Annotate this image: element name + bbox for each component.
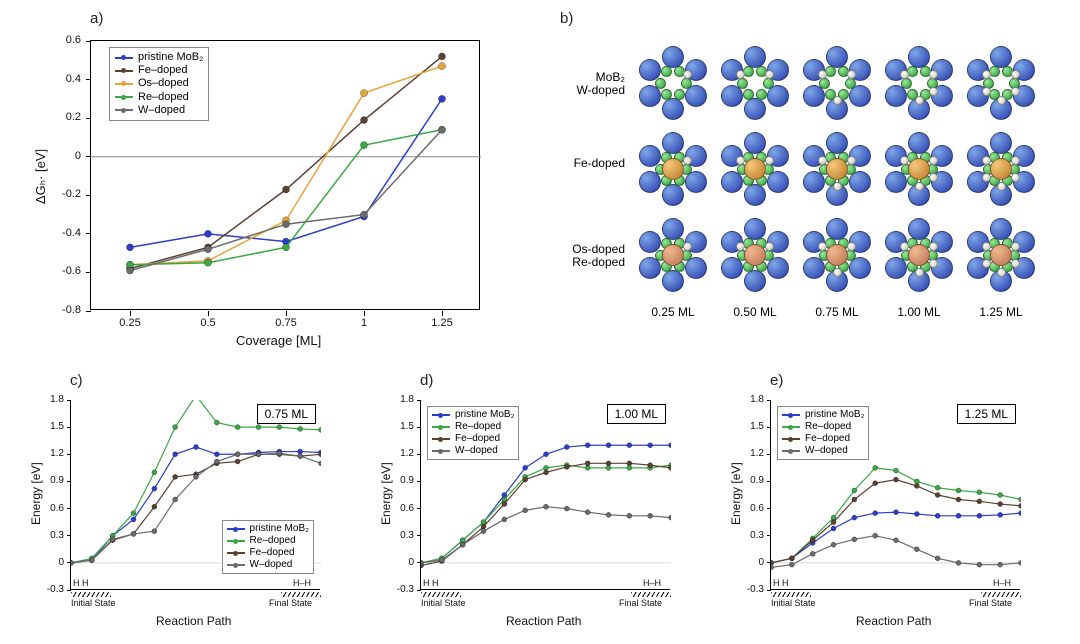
- panel-e-plot: -0.300.30.60.91.21.51.8Reaction PathEner…: [770, 400, 1020, 590]
- struct-cell: [963, 217, 1039, 293]
- struct-cell: [635, 131, 711, 207]
- panel-a-label: a): [90, 10, 103, 27]
- struct-cell: [881, 217, 957, 293]
- struct-cell: [635, 45, 711, 121]
- coverage-badge: 0.75 ML: [257, 404, 316, 424]
- struct-cell: [881, 45, 957, 121]
- coverage-badge: 1.25 ML: [957, 404, 1016, 424]
- struct-cell: [717, 217, 793, 293]
- coverage-badge: 1.00 ML: [607, 404, 666, 424]
- panel-d-label: d): [420, 372, 433, 389]
- struct-cell: [799, 217, 875, 293]
- struct-cell: [881, 131, 957, 207]
- struct-cell: [799, 45, 875, 121]
- figure-container: a) 0.250.50.7511.25-0.8-0.6-0.4-0.200.20…: [0, 0, 1080, 644]
- panel-a-plot: 0.250.50.7511.25-0.8-0.6-0.4-0.200.20.40…: [90, 40, 480, 310]
- struct-cell: [635, 217, 711, 293]
- panel-c-plot: -0.300.30.60.91.21.51.8Reaction PathEner…: [70, 400, 320, 590]
- struct-cell: [717, 45, 793, 121]
- panel-c-label: c): [70, 372, 83, 389]
- struct-cell: [799, 131, 875, 207]
- struct-cell: [717, 131, 793, 207]
- panel-b-structures: MoB₂W-dopedFe-dopedOs-dopedRe-doped0.25 …: [555, 30, 1065, 350]
- panel-d-plot: -0.300.30.60.91.21.51.8Reaction PathEner…: [420, 400, 670, 590]
- panel-legend: pristine MoB₂Re–dopedFe–dopedW–doped: [427, 406, 519, 460]
- struct-cell: [963, 45, 1039, 121]
- panel-legend: pristine MoB₂Re–dopedFe–dopedW–doped: [222, 520, 314, 574]
- panel-b-label: b): [560, 10, 573, 27]
- panel-legend: pristine MoB₂Re–dopedFe–dopedW–doped: [777, 406, 869, 460]
- struct-cell: [963, 131, 1039, 207]
- panel-a-legend: pristine MoB₂Fe–dopedOs–dopedRe–dopedW–d…: [109, 47, 209, 121]
- panel-e-label: e): [770, 372, 783, 389]
